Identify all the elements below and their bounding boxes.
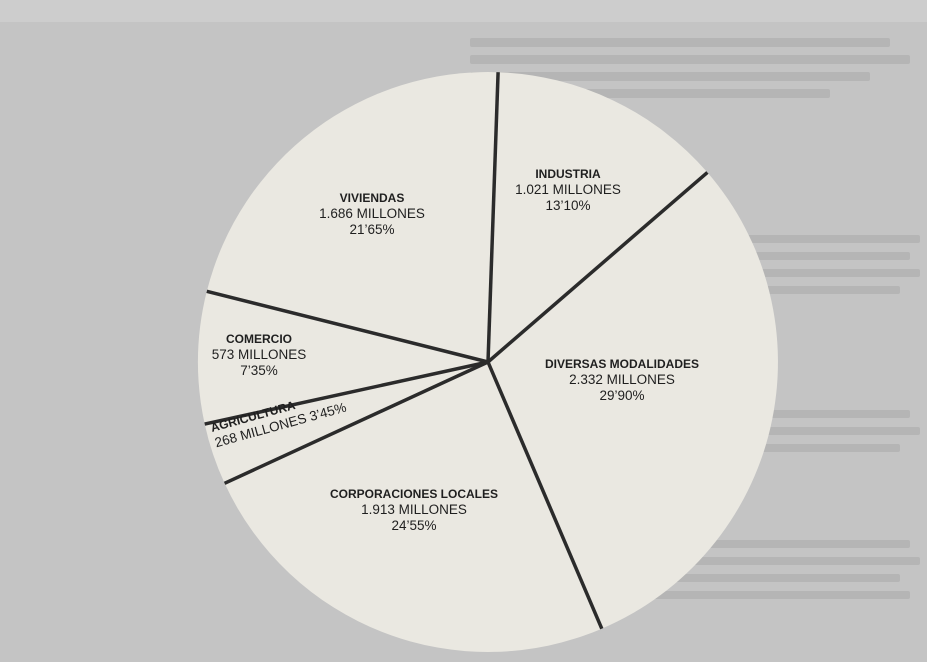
pie-slice-agricultura (204, 362, 488, 484)
slice-divider (204, 360, 489, 426)
slice-divider (223, 360, 489, 485)
slice-label-name: CORPORACIONES LOCALES (330, 487, 498, 501)
slice-label-name: VIVIENDAS (340, 191, 405, 205)
pie-slice-corporaciones-locales (224, 362, 602, 652)
slice-divider (486, 171, 709, 364)
slice-label-percent-label: 21’65% (349, 222, 394, 237)
slice-divider (206, 289, 489, 364)
slice-label-name: INDUSTRIA (535, 167, 601, 181)
pie-slice-diversas-modalidades (488, 172, 778, 629)
slice-label-value-label: 1.913 MILLONES (361, 502, 467, 517)
slice-label-value-label: 573 MILLONES (212, 347, 307, 362)
slice-label-name: COMERCIO (226, 332, 292, 346)
slice-label-percent-label: 13’10% (545, 198, 590, 213)
slice-label-percent-label: 24’55% (391, 518, 436, 533)
pie-slice-comercio (198, 291, 488, 425)
slice-label-value-label: 1.021 MILLONES (515, 182, 621, 197)
slice-divider (486, 361, 604, 630)
pie-slice-industria (488, 72, 708, 362)
slice-label-percent-label: 29’90% (599, 388, 644, 403)
slice-label-name: DIVERSAS MODALIDADES (545, 357, 699, 371)
pie-slice-viviendas (206, 72, 499, 362)
slice-label-value-label: 1.686 MILLONES (319, 206, 425, 221)
slice-label-percent-label: 7’35% (240, 363, 278, 378)
slice-label-value-label: 2.332 MILLONES (569, 372, 675, 387)
slice-divider (486, 72, 500, 363)
